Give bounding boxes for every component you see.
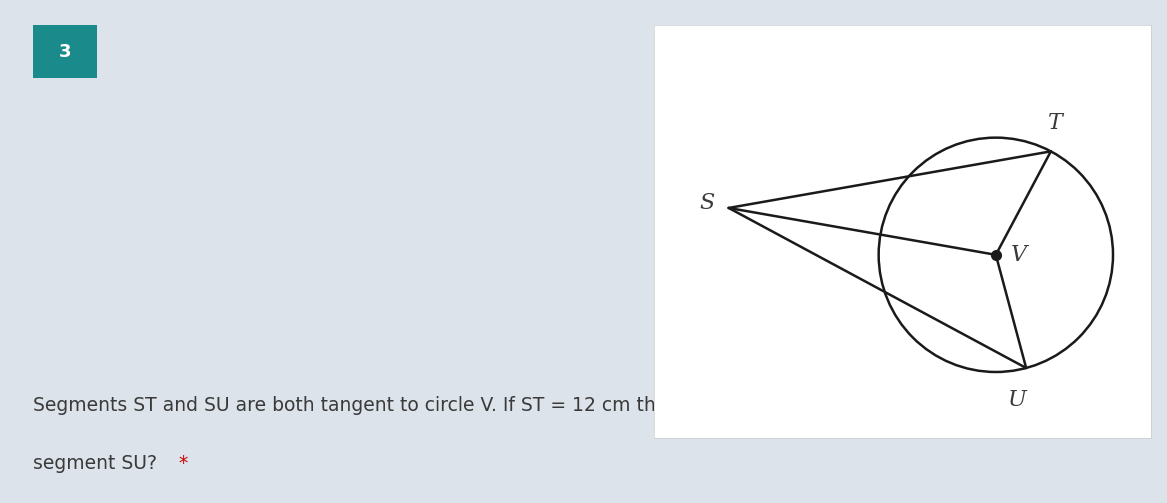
Text: S: S xyxy=(699,192,714,214)
Text: segment SU?: segment SU? xyxy=(33,454,162,473)
Text: 3: 3 xyxy=(58,43,71,60)
Text: Segments ST and SU are both tangent to circle V. If ST = 12 cm then what is the : Segments ST and SU are both tangent to c… xyxy=(33,396,879,415)
FancyBboxPatch shape xyxy=(33,25,97,78)
Text: *: * xyxy=(179,454,188,473)
Text: V: V xyxy=(1011,244,1027,266)
Text: T: T xyxy=(1048,113,1063,134)
Text: U: U xyxy=(1007,389,1026,410)
